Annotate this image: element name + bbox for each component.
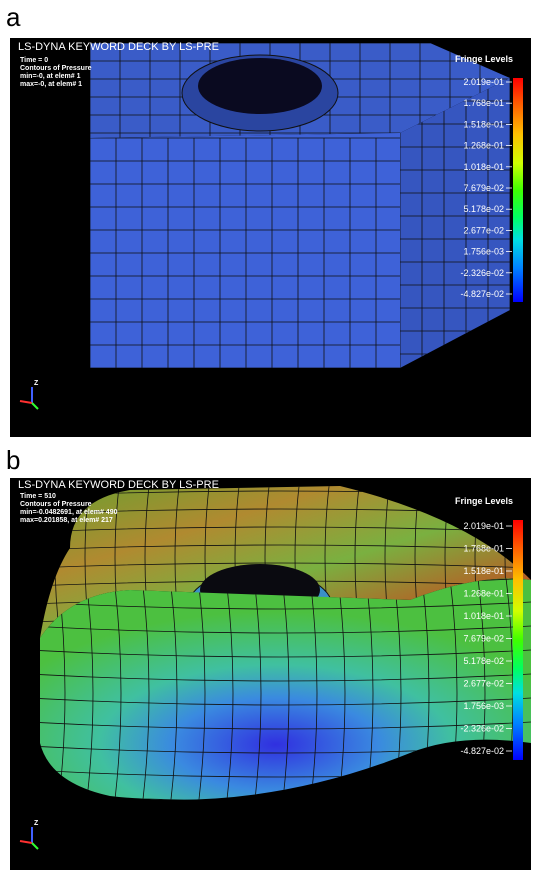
triad-label: Z [34, 820, 39, 827]
legend-level: 1.518e-01 [463, 566, 504, 576]
legend-level: 2.677e-02 [463, 225, 504, 235]
legend-level: 1.518e-01 [463, 119, 504, 129]
legend-level: 7.679e-02 [463, 183, 504, 193]
legend-title: Fringe Levels [455, 496, 513, 506]
header-contour: Contours of Pressure [20, 65, 92, 72]
header-time: Time = 510 [20, 493, 56, 500]
legend-level: 1.018e-01 [463, 162, 504, 172]
header-title: LS-DYNA KEYWORD DECK BY LS-PRE [18, 41, 219, 53]
triad-label: Z [34, 380, 39, 387]
header-contour: Contours of Pressure [20, 501, 92, 508]
legend-level: 2.019e-01 [463, 77, 504, 87]
legend-level: 7.679e-02 [463, 634, 504, 644]
header-min: min=-0, at elem# 1 [20, 73, 81, 80]
header-max: max=-0, at elem# 1 [20, 81, 82, 88]
header-title: LS-DYNA KEYWORD DECK BY LS-PRE [18, 479, 219, 491]
legend-level: 1.756e-03 [463, 247, 504, 257]
panel: LS-DYNA KEYWORD DECK BY LS-PRE Time = 0Co… [10, 38, 531, 437]
legend-level: 5.178e-02 [463, 204, 504, 214]
legend-title: Fringe Levels [455, 54, 513, 64]
header-time: Time = 0 [20, 57, 48, 64]
legend-level: -2.326e-02 [460, 268, 504, 278]
header-min: min=-0.0482691, at elem# 490 [20, 509, 118, 516]
header-max: max=0.201858, at elem# 217 [20, 517, 113, 524]
legend-level: 1.768e-01 [463, 98, 504, 108]
legend-level: 1.756e-03 [463, 701, 504, 711]
legend-level: 5.178e-02 [463, 656, 504, 666]
legend-level: 1.018e-01 [463, 611, 504, 621]
legend-level: 1.268e-01 [463, 589, 504, 599]
panel: LS-DYNA KEYWORD DECK BY LS-PRE Time = 510… [10, 473, 531, 870]
legend-level: -2.326e-02 [460, 724, 504, 734]
panel-label: b [6, 445, 20, 475]
legend-level: 2.677e-02 [463, 679, 504, 689]
legend-level: 2.019e-01 [463, 521, 504, 531]
color-bar [513, 520, 523, 760]
panel-label: a [6, 2, 21, 32]
legend-level: 1.768e-01 [463, 544, 504, 554]
legend-level: 1.268e-01 [463, 141, 504, 151]
color-bar [513, 78, 523, 302]
front-face [90, 133, 400, 368]
mesh-line [30, 473, 531, 478]
figure: a LS-DYNA KEYWORD DECK BY LS-PRE Time = 0… [0, 0, 541, 879]
legend-level: -4.827e-02 [460, 746, 504, 756]
hole-inner [198, 58, 322, 114]
legend-level: -4.827e-02 [460, 289, 504, 299]
